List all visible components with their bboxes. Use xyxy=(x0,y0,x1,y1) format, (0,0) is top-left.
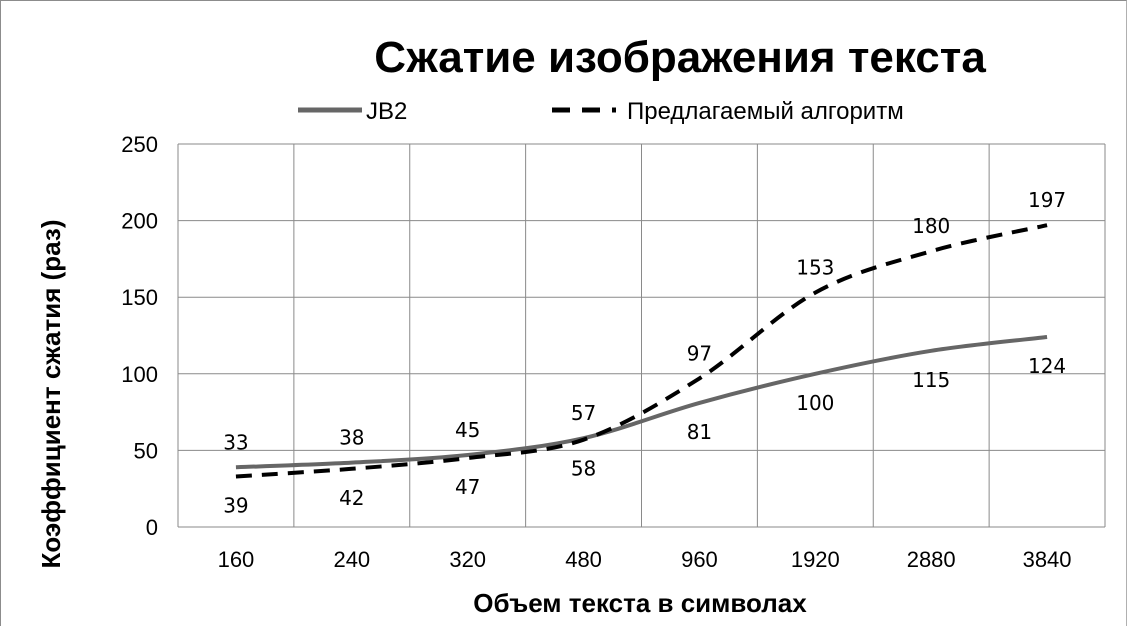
data-label-jb2: 58 xyxy=(571,457,596,481)
x-axis-title: Объем текста в символах xyxy=(473,588,807,618)
x-tick-label: 480 xyxy=(565,547,602,572)
x-tick-label: 960 xyxy=(681,547,718,572)
data-label-proposed: 57 xyxy=(571,401,596,425)
x-tick-label: 1920 xyxy=(791,547,840,572)
y-tick-label: 250 xyxy=(121,132,158,157)
legend: JB2 Предлагаемый алгоритм xyxy=(298,98,904,125)
x-tick-label: 160 xyxy=(218,547,255,572)
data-label-proposed: 197 xyxy=(1028,188,1066,212)
grid xyxy=(177,143,1106,528)
series-line-jb2 xyxy=(235,335,1048,470)
y-tick-label: 50 xyxy=(134,438,158,463)
data-label-jb2: 81 xyxy=(687,420,712,444)
data-label-jb2: 47 xyxy=(455,475,480,499)
x-tick-label: 240 xyxy=(333,547,370,572)
data-label-proposed: 45 xyxy=(455,418,480,442)
legend-label-jb2: JB2 xyxy=(366,98,407,125)
data-label-proposed: 38 xyxy=(339,426,364,450)
series-lines xyxy=(235,223,1048,479)
series-line-proposed xyxy=(235,223,1048,479)
data-label-proposed: 97 xyxy=(687,341,712,365)
legend-label-proposed: Предлагаемый алгоритм xyxy=(627,98,904,125)
y-tick-label: 100 xyxy=(121,362,158,387)
data-label-jb2: 115 xyxy=(912,368,950,392)
y-tick-label: 200 xyxy=(121,209,158,234)
data-label-jb2: 100 xyxy=(796,391,834,415)
data-label-proposed: 180 xyxy=(912,214,950,238)
x-tick-label: 320 xyxy=(449,547,486,572)
data-labels: 33 39 38 42 45 47 57 58 97 81 153 100 180 115 197 124 xyxy=(223,188,1066,517)
x-tick-label: 3840 xyxy=(1023,547,1072,572)
y-tick-label: 150 xyxy=(121,285,158,310)
y-axis-title: Коэффициент сжатия (раз) xyxy=(36,219,66,568)
x-axis-ticks: 160 240 320 480 960 1920 2880 3840 xyxy=(218,547,1072,572)
data-label-jb2: 39 xyxy=(223,493,248,517)
data-label-jb2: 42 xyxy=(339,486,364,510)
data-label-proposed: 153 xyxy=(796,256,834,280)
x-tick-label: 2880 xyxy=(907,547,956,572)
y-tick-label: 0 xyxy=(146,515,158,540)
data-label-jb2: 124 xyxy=(1028,354,1066,378)
chart-title: Сжатие изображения текста xyxy=(374,33,986,82)
y-axis-ticks: 0 50 100 150 200 250 xyxy=(121,132,158,540)
data-label-proposed: 33 xyxy=(223,430,248,454)
